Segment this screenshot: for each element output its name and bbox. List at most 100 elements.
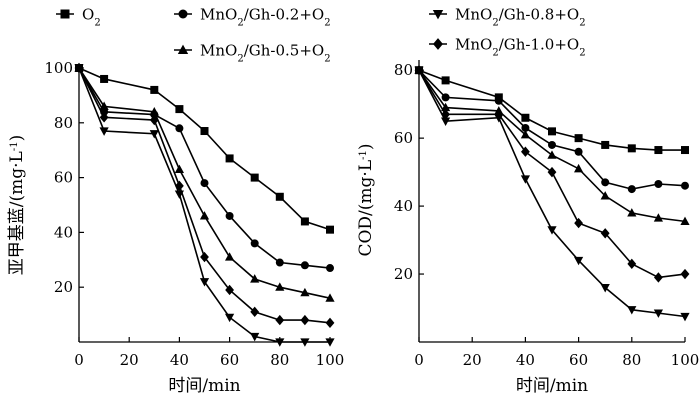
data-point	[548, 127, 556, 136]
y-axis-label: COD/(mg·L-1)	[356, 143, 376, 256]
series-diamond	[414, 64, 690, 283]
x-tick-label: 60	[569, 351, 588, 369]
legend-marker-diamond	[433, 38, 443, 50]
legend-label: MnO2/Gh-0.5+O2	[200, 42, 331, 65]
data-point	[250, 173, 259, 182]
data-point	[174, 164, 184, 173]
data-point	[574, 163, 584, 173]
data-point	[520, 175, 530, 184]
series-triangle-up	[74, 63, 335, 302]
data-point	[521, 146, 530, 157]
x-tick-label: 40	[170, 351, 189, 369]
data-point	[225, 313, 235, 323]
data-point	[199, 211, 210, 220]
data-point	[627, 208, 637, 217]
data-point	[149, 107, 159, 116]
data-point	[99, 101, 109, 110]
legend: O2 MnO2/Gh-0.2+O2 MnO2/Gh-0.5+O2 MnO2/Gh-0.…	[56, 6, 586, 65]
data-point	[175, 105, 184, 114]
data-point	[275, 338, 285, 347]
data-point	[681, 146, 689, 155]
data-point	[654, 272, 663, 283]
y-tick-label: 80	[54, 114, 73, 132]
data-point	[99, 127, 109, 136]
series-line	[78, 67, 331, 324]
data-point	[99, 112, 109, 123]
data-point	[414, 64, 424, 76]
data-point	[275, 282, 285, 291]
series-line	[418, 69, 686, 318]
legend-marker-circle	[178, 9, 188, 19]
series-line	[78, 67, 331, 299]
data-point	[250, 239, 259, 248]
data-point	[275, 314, 285, 326]
x-tick-label: 80	[270, 351, 289, 369]
data-point	[225, 154, 234, 163]
data-point	[300, 338, 310, 347]
data-point	[441, 117, 451, 126]
data-point	[547, 166, 557, 178]
data-point	[150, 85, 159, 94]
y-tick-label: 100	[44, 59, 73, 77]
data-point	[300, 261, 309, 270]
y-axis-label: 亚甲基蓝/(mg·L-1)	[7, 135, 27, 275]
data-point	[441, 93, 450, 102]
data-point	[520, 129, 530, 139]
legend-marker-square	[60, 9, 70, 19]
legend-label: MnO2/Gh-0.2+O2	[200, 6, 331, 29]
series-line	[78, 67, 331, 231]
legend-marker-triangle-down	[432, 9, 444, 20]
y-tick-label: 80	[394, 61, 413, 79]
x-tick-label: 100	[316, 351, 345, 369]
data-point	[654, 146, 663, 155]
data-point	[200, 251, 209, 263]
data-point	[627, 144, 636, 153]
data-point	[225, 211, 234, 220]
x-tick-label: 60	[220, 351, 239, 369]
x-tick-label: 0	[414, 351, 424, 369]
data-point	[175, 180, 184, 192]
data-point	[250, 274, 260, 283]
cod-chart: 0 20 40 60 80 100 20 40 60 80 时间/min COD/(mg·L-1)	[356, 60, 699, 396]
data-point	[653, 213, 663, 222]
x-tick-label: 100	[671, 351, 700, 369]
data-point	[325, 338, 335, 347]
series-line	[418, 69, 685, 151]
data-point	[574, 147, 583, 156]
legend-marker-triangle-up	[177, 44, 189, 55]
data-point	[199, 278, 210, 287]
x-tick-label: 80	[622, 351, 641, 369]
legend-label: MnO2/Gh-1.0+O2	[455, 36, 586, 59]
x-axis-label: 时间/min	[516, 376, 588, 396]
legend-entry-triangle-down: MnO2/Gh-0.8+O2	[429, 6, 586, 28]
data-point	[680, 312, 690, 322]
data-point	[100, 74, 109, 83]
methylene-blue-chart: 0 20 40 60 80 100 20 40 60 80 100 时间/min 亚甲基蓝/(mg·L-…	[7, 59, 344, 396]
data-point	[601, 140, 610, 149]
data-point	[74, 62, 84, 74]
data-point	[601, 178, 610, 187]
series-line	[418, 69, 686, 190]
series-line	[78, 67, 331, 269]
data-point	[574, 134, 583, 143]
y-tick-label: 20	[394, 265, 413, 283]
data-point	[681, 181, 689, 190]
data-point	[275, 258, 284, 267]
x-axis-label: 时间/min	[168, 376, 240, 396]
data-point	[441, 109, 450, 120]
series-square	[75, 64, 334, 234]
data-point	[600, 284, 610, 293]
x-tick-label: 0	[74, 351, 84, 369]
data-point	[654, 180, 663, 189]
data-point	[574, 217, 583, 229]
data-point	[494, 96, 503, 105]
series-line	[418, 69, 686, 279]
data-point	[600, 191, 610, 200]
data-point	[653, 309, 663, 318]
data-point	[175, 124, 184, 133]
data-point	[149, 130, 159, 139]
data-point	[250, 306, 260, 318]
data-point	[441, 76, 450, 85]
data-point	[300, 314, 310, 326]
